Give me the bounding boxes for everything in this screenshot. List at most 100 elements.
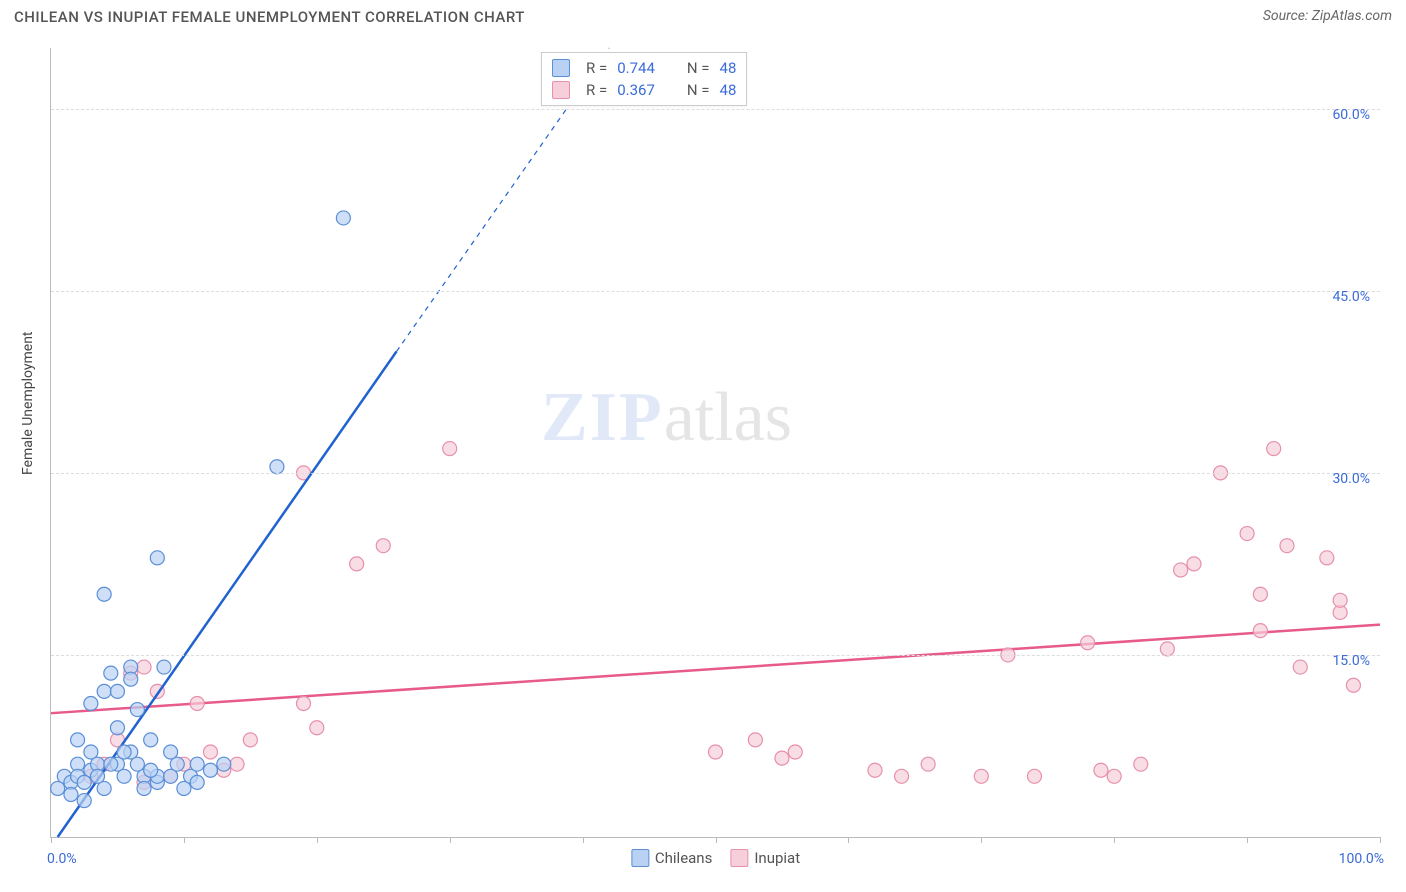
gridline	[51, 291, 1380, 292]
data-point-inupiat	[1027, 769, 1041, 783]
data-point-inupiat	[709, 745, 723, 759]
data-point-inupiat	[1267, 442, 1281, 456]
data-point-inupiat	[1293, 660, 1307, 674]
data-point-chileans	[190, 757, 204, 771]
data-point-inupiat	[868, 763, 882, 777]
data-point-inupiat	[310, 721, 324, 735]
data-point-chileans	[77, 794, 91, 808]
x-tick	[1380, 837, 1381, 843]
correlation-row-chileans: R = 0.744 N = 48	[552, 57, 736, 79]
data-point-inupiat	[775, 751, 789, 765]
data-point-chileans	[217, 757, 231, 771]
x-tick-label-left: 0.0%	[47, 851, 77, 867]
x-tick	[184, 837, 185, 843]
data-point-inupiat	[788, 745, 802, 759]
data-point-chileans	[84, 696, 98, 710]
data-point-chileans	[190, 775, 204, 789]
data-point-chileans	[144, 763, 158, 777]
x-tick	[981, 837, 982, 843]
gridline	[51, 473, 1380, 474]
data-point-inupiat	[1253, 587, 1267, 601]
data-point-chileans	[137, 781, 151, 795]
data-point-chileans	[71, 733, 85, 747]
data-point-inupiat	[190, 696, 204, 710]
data-point-inupiat	[1107, 769, 1121, 783]
plot-area: ZIPatlas R = 0.744 N = 48 R = 0.367 N = …	[50, 48, 1380, 838]
trendline-inupiat	[51, 625, 1380, 714]
data-point-chileans	[157, 660, 171, 674]
source-attribution: Source: ZipAtlas.com	[1263, 8, 1392, 24]
data-point-chileans	[164, 745, 178, 759]
data-point-inupiat	[1253, 624, 1267, 638]
legend-item-chileans: Chileans	[631, 849, 712, 867]
data-point-inupiat	[1174, 563, 1188, 577]
data-point-inupiat	[974, 769, 988, 783]
data-point-chileans	[203, 763, 217, 777]
data-point-inupiat	[376, 539, 390, 553]
data-point-chileans	[117, 745, 131, 759]
x-tick	[716, 837, 717, 843]
chart-title: CHILEAN VS INUPIAT FEMALE UNEMPLOYMENT C…	[14, 8, 525, 26]
y-tick-label: 30.0%	[1332, 471, 1370, 487]
data-point-inupiat	[243, 733, 257, 747]
series-legend: Chileans Inupiat	[631, 849, 800, 867]
data-point-chileans	[144, 733, 158, 747]
x-tick	[51, 837, 52, 843]
data-point-inupiat	[1081, 636, 1095, 650]
x-tick	[583, 837, 584, 843]
x-tick	[1247, 837, 1248, 843]
correlation-row-inupiat: R = 0.367 N = 48	[552, 79, 736, 101]
data-point-inupiat	[1134, 757, 1148, 771]
data-point-chileans	[130, 703, 144, 717]
x-tick	[1114, 837, 1115, 843]
data-point-chileans	[104, 666, 118, 680]
y-tick-label: 60.0%	[1332, 107, 1370, 123]
data-point-inupiat	[748, 733, 762, 747]
data-point-chileans	[124, 672, 138, 686]
data-point-chileans	[110, 721, 124, 735]
data-point-chileans	[97, 684, 111, 698]
data-point-inupiat	[1346, 678, 1360, 692]
data-point-chileans	[64, 788, 78, 802]
data-point-inupiat	[895, 769, 909, 783]
gridline	[51, 109, 1380, 110]
data-point-inupiat	[1187, 557, 1201, 571]
data-point-chileans	[77, 775, 91, 789]
x-tick	[450, 837, 451, 843]
data-point-inupiat	[921, 757, 935, 771]
data-point-chileans	[336, 211, 350, 225]
gridline	[51, 655, 1380, 656]
legend-swatch-chileans	[552, 59, 570, 77]
y-tick-label: 45.0%	[1332, 289, 1370, 305]
data-point-chileans	[97, 587, 111, 601]
data-point-chileans	[270, 460, 284, 474]
data-point-inupiat	[137, 660, 151, 674]
data-point-inupiat	[350, 557, 364, 571]
data-point-chileans	[130, 757, 144, 771]
correlation-legend: R = 0.744 N = 48 R = 0.367 N = 48	[541, 52, 747, 106]
legend-swatch-inupiat	[552, 81, 570, 99]
data-point-inupiat	[1280, 539, 1294, 553]
y-tick-label: 15.0%	[1332, 653, 1370, 669]
scatter-svg	[51, 48, 1380, 837]
data-point-chileans	[91, 769, 105, 783]
data-point-inupiat	[1333, 593, 1347, 607]
legend-swatch-chileans-bottom	[631, 849, 649, 867]
x-tick	[317, 837, 318, 843]
data-point-inupiat	[1320, 551, 1334, 565]
data-point-chileans	[117, 769, 131, 783]
data-point-chileans	[104, 757, 118, 771]
data-point-inupiat	[203, 745, 217, 759]
data-point-inupiat	[1160, 642, 1174, 656]
y-axis-label: Female Unemployment	[20, 331, 36, 475]
x-tick	[848, 837, 849, 843]
data-point-chileans	[110, 684, 124, 698]
data-point-chileans	[150, 551, 164, 565]
data-point-inupiat	[230, 757, 244, 771]
data-point-inupiat	[443, 442, 457, 456]
legend-swatch-inupiat-bottom	[730, 849, 748, 867]
legend-item-inupiat: Inupiat	[730, 849, 800, 867]
data-point-inupiat	[297, 696, 311, 710]
data-point-inupiat	[1094, 763, 1108, 777]
data-point-inupiat	[1240, 527, 1254, 541]
